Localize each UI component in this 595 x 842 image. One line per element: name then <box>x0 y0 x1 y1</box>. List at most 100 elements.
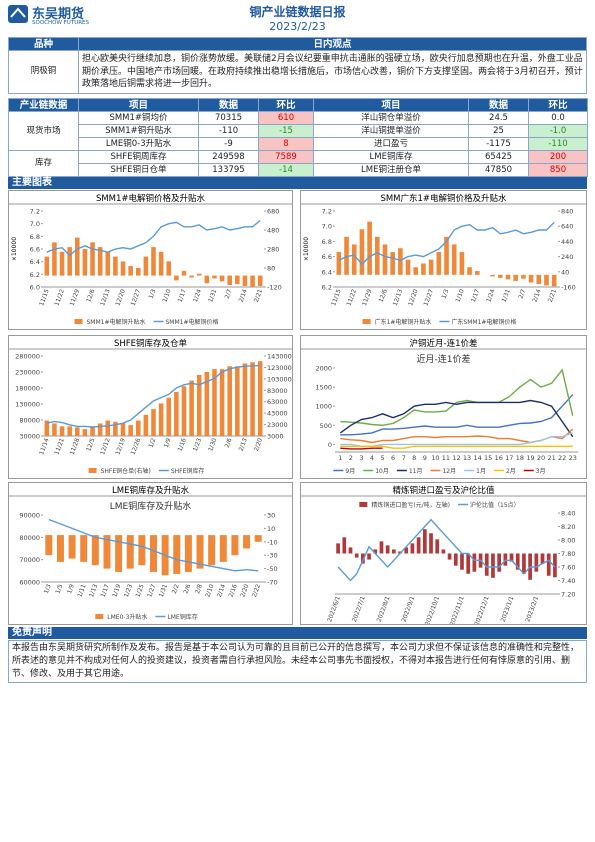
date: 2023/2/23 <box>269 20 326 33</box>
bar <box>391 549 396 554</box>
tick-label: -10 <box>267 538 278 546</box>
line <box>338 221 555 266</box>
legend: 9月 10月 11月 12月 1月 2月 3月 <box>333 468 546 475</box>
x-tick-label: 12/20 <box>114 288 127 307</box>
bar <box>373 549 378 554</box>
chart-box: 精炼铜进口盈亏及沪伦比值 7.20 7.40 7.60 7.80 8.00 8.20 8.40… <box>300 482 587 627</box>
tick-label: 23000 <box>267 421 288 429</box>
x-tick-label: 1/9 <box>66 583 76 595</box>
cell: -110 <box>198 124 259 138</box>
x-tick-label: 2/8 <box>194 583 204 595</box>
x-tick-label: 2 <box>349 454 353 462</box>
bar <box>82 249 88 276</box>
line <box>340 432 573 447</box>
bar <box>257 275 263 287</box>
legend-swatch <box>95 614 104 619</box>
tick-label: 6.8 <box>322 238 332 246</box>
tick-label: 8.00 <box>561 537 575 545</box>
line <box>340 394 574 436</box>
tick-label: 7.0 <box>30 220 40 228</box>
cell: 项目 <box>78 98 199 112</box>
x-tick-label: 8 <box>412 454 416 462</box>
bar <box>410 543 415 554</box>
bar <box>413 267 419 275</box>
tick-label: 2000 <box>315 365 332 373</box>
brand-en: SOOCHOW FUTURES <box>32 20 90 26</box>
tick-label: 230000 <box>15 369 40 377</box>
chart-box: SMM广东1#电解铜价格及升贴水 6.2 6.4 6.6 6.8 7.0 7.2 -160 40… <box>300 190 587 330</box>
bar <box>242 363 248 436</box>
chart-subtitle: LME铜库存及升贴水 <box>110 500 191 512</box>
x-tick-label: 2/14 <box>238 288 249 303</box>
line <box>337 518 556 582</box>
x-tick-label: 1/3 <box>147 288 157 300</box>
x-tick-label: 2/20 <box>239 583 250 598</box>
cell: 环比 <box>528 98 588 112</box>
line <box>46 364 261 428</box>
x-tick-label: 2/14 <box>531 288 542 303</box>
x-tick-label: 12/13 <box>99 288 112 307</box>
tick-label: -160 <box>561 284 576 292</box>
bar <box>208 535 216 566</box>
x-tick-label: 12/12 <box>99 437 112 456</box>
x-tick-label: 1/31 <box>207 288 218 303</box>
y-axis-label: ×10000 <box>11 237 18 261</box>
tick-label: 8.40 <box>561 510 575 518</box>
x-tick-label: 21 <box>547 454 555 462</box>
bar <box>204 275 210 284</box>
x-tick-label: 5 <box>380 454 384 462</box>
tick-label: 83000 <box>267 387 288 395</box>
legend-label: SHFE铜库存 <box>171 467 205 475</box>
tick-label: 1000 <box>315 403 332 411</box>
x-tick-label: 2/20 <box>253 437 264 452</box>
row: SHFE铜日仓单 133795 -14 LME铜注册仓单 47850 850 <box>9 163 588 177</box>
tick-label: 80000 <box>19 417 40 425</box>
x-tick-label: 2022/11/1 <box>449 595 466 624</box>
bar <box>428 259 434 275</box>
tick-label: 7.80 <box>561 550 575 558</box>
bar <box>367 221 372 275</box>
tick-label: 63000 <box>267 398 288 406</box>
chart: LME铜库存及升贴水 LME铜库存及升贴水 60000 70000 80000 90000… <box>9 485 292 621</box>
bar <box>44 256 50 276</box>
x-tick-label: 4 <box>370 454 374 462</box>
cell: 850 <box>528 163 588 177</box>
x-tick-label: 12/27 <box>423 288 436 307</box>
bar <box>158 403 164 436</box>
x-tick-label: 1/31 <box>158 583 169 598</box>
bar <box>484 553 489 576</box>
bar <box>184 535 192 572</box>
bar <box>544 274 549 286</box>
bar <box>128 425 133 436</box>
bar <box>436 252 442 275</box>
bar <box>135 420 141 436</box>
tick-label: 70000 <box>19 556 40 564</box>
legend-label: 3月 <box>536 468 546 475</box>
logo: 东吴期货 SOOCHOW FUTURES <box>8 3 98 33</box>
tick-label: 7.2 <box>30 208 40 216</box>
x-tick-label: 1/10 <box>161 288 172 303</box>
x-tick-label: 1/17 <box>100 583 111 598</box>
legend-label: SMM1#电解铜升贴水 <box>86 318 145 326</box>
cell: SMM1#铜升贴水 <box>78 124 199 138</box>
bar <box>336 252 342 275</box>
bar <box>447 553 452 560</box>
cell: 品种 <box>8 37 79 51</box>
x-tick-label: 1/23 <box>192 437 203 452</box>
bar <box>59 251 65 276</box>
chart-subtitle: 近月-连1价差 <box>417 353 471 365</box>
bar <box>204 372 210 436</box>
chart-box: 沪铜近月-连1价差 近月-连1价差 0 500 1000 1500 2000 1 2 3 4 5 6 7 8… <box>300 335 587 479</box>
bar <box>113 256 118 276</box>
bar <box>460 553 464 570</box>
x-tick-label: 11/14 <box>38 437 51 456</box>
x-tick-label: 15 <box>484 454 492 462</box>
bar <box>150 535 157 572</box>
x-tick-label: 2022/7/1 <box>351 595 367 623</box>
tick-label: -70 <box>267 579 278 587</box>
view-table: 品种 日内观点 阴极铜 担心欧美央行继续加息，铜价涨势放缓。美联储2月会议纪要重申抗… <box>8 37 587 94</box>
bar <box>513 274 519 281</box>
x-tick-label: 19 <box>526 454 534 462</box>
tick-label: -30 <box>267 552 278 560</box>
bar <box>254 535 262 542</box>
